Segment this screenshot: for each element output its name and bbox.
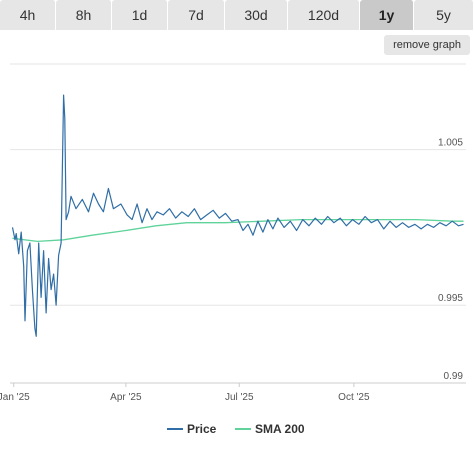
tab-8h[interactable]: 8h: [56, 0, 112, 30]
range-tabs: 4h 8h 1d 7d 30d 120d 1y 5y: [0, 0, 474, 30]
x-axis-ticks: Jan '25 Apr '25 Jul '25 Oct '25: [0, 383, 370, 403]
tab-7d[interactable]: 7d: [168, 0, 225, 30]
legend-label[interactable]: SMA 200: [255, 422, 305, 436]
series-line-price: [11, 94, 464, 337]
tab-4h[interactable]: 4h: [0, 0, 56, 30]
tab-1d[interactable]: 1d: [112, 0, 168, 30]
remove-graph-button[interactable]: remove graph: [384, 35, 470, 55]
series-line-sma-200: [12, 218, 464, 243]
tab-1y[interactable]: 1y: [360, 0, 414, 30]
x-tick-label: Apr '25: [110, 392, 142, 403]
y-tick-label: 1.005: [438, 138, 463, 149]
x-tick-label: Jan '25: [0, 392, 30, 403]
tab-30d[interactable]: 30d: [225, 0, 288, 30]
grid-lines: [10, 63, 466, 384]
tab-5y[interactable]: 5y: [414, 0, 474, 30]
series-lines: [11, 94, 464, 337]
y-axis-ticks: 1.005 0.995 0.99: [438, 138, 463, 382]
chart-legend: Price SMA 200: [167, 422, 305, 436]
y-tick-label: 0.99: [444, 371, 464, 382]
x-tick-label: Oct '25: [338, 392, 370, 403]
y-tick-label: 0.995: [438, 293, 463, 304]
tab-120d[interactable]: 120d: [288, 0, 360, 30]
x-tick-label: Jul '25: [225, 392, 254, 403]
legend-label[interactable]: Price: [187, 422, 217, 436]
